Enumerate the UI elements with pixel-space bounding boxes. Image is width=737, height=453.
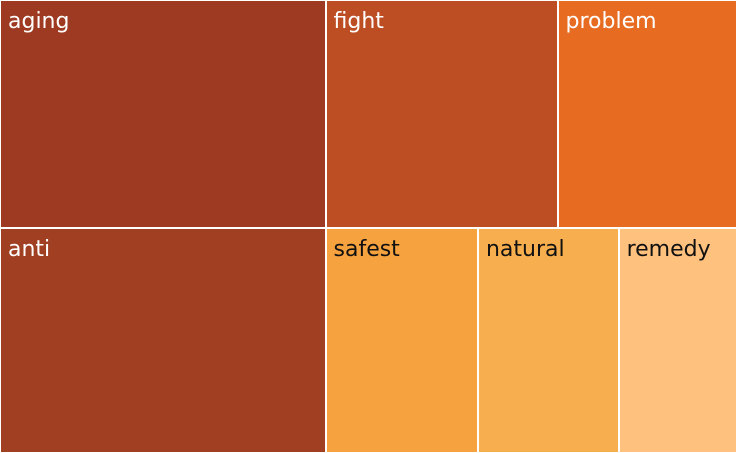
treemap-tile-label: aging [8,9,70,34]
treemap-tile-aging: aging [0,0,326,229]
treemap-tile-label: anti [8,237,51,263]
treemap-tile-remedy: remedy [618,228,737,453]
treemap-tile-label: safest [333,237,400,263]
treemap-tile-label: problem [565,9,657,34]
treemap-tile-safest: safest [325,228,478,453]
treemap-tile-fight: fight [325,0,558,229]
treemap-tile-label: fight [333,9,384,34]
treemap-tile-anti: anti [0,228,326,453]
treemap-tile-label: natural [485,237,565,263]
treemap-tile-problem: problem [557,0,737,229]
treemap-tile-natural: natural [477,228,619,453]
treemap-tile-label: remedy [626,237,711,263]
